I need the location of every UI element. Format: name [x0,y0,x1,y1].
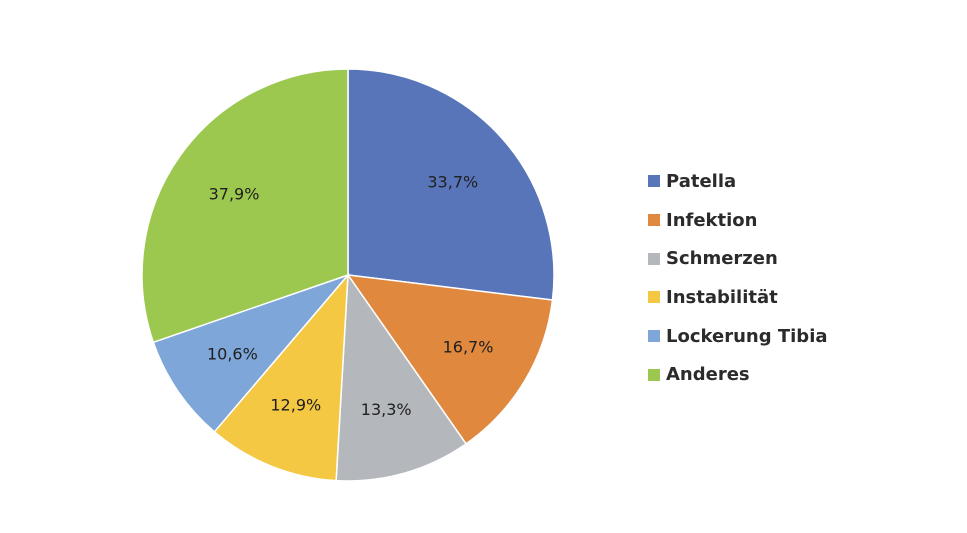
pie-data-label: 13,3% [361,400,412,419]
pie-slice-patella [347,68,555,301]
pie-data-label: 33,7% [427,173,478,192]
pie-slice-schmerzen [335,272,468,482]
legend-item-instabilitaet: Instabilität [648,278,828,317]
legend-label: Lockerung Tibia [666,325,828,347]
legend-item-infektion: Infektion [648,201,828,240]
pie-slice-instabilit-t [213,272,349,482]
legend-swatch [648,252,660,265]
chart-legend: Patella Infektion Schmerzen Instabilität… [648,162,828,394]
legend-swatch [648,291,660,304]
pie-data-label: 37,9% [209,184,260,203]
pie-slice-lockerung-tibia [152,273,351,433]
pie-data-label: 10,6% [207,344,258,363]
pie-slices [141,68,555,482]
pie-data-label: 12,9% [270,395,321,414]
pie-slice-anderes [141,68,349,344]
legend-item-patella: Patella [648,162,828,201]
pie-data-labels: 33,7% 16,7% 13,3% 12,9% 10,6% 37,9% [207,173,493,420]
legend-label: Patella [666,170,737,192]
legend-swatch [648,330,660,343]
legend-label: Schmerzen [666,248,778,270]
legend-label: Infektion [666,209,758,231]
legend-item-schmerzen: Schmerzen [648,239,828,278]
legend-swatch [648,175,660,188]
pie-data-label: 16,7% [443,338,494,357]
legend-item-lockerung-tibia: Lockerung Tibia [648,317,828,356]
legend-swatch [648,214,660,227]
legend-label: Anderes [666,364,750,386]
legend-swatch [648,368,660,381]
legend-item-anderes: Anderes [648,355,828,394]
pie-slice-infektion [346,274,554,445]
legend-label: Instabilität [666,286,778,308]
